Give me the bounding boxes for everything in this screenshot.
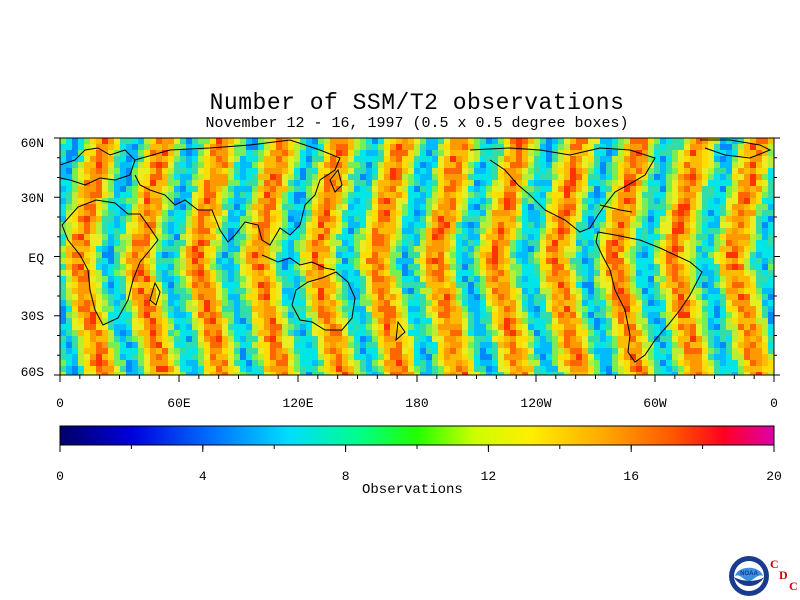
australia-coastline (291, 271, 356, 331)
map-title: Number of SSM/T2 observations (209, 90, 625, 116)
africa-coastline (61, 199, 159, 326)
greenland-coastline (700, 139, 772, 159)
map-subtitle: November 12 - 16, 1997 (0.5 x 0.5 degree… (205, 115, 629, 132)
cdc-letter-3: C (789, 579, 798, 593)
coastlines (60, 139, 772, 363)
lon-label: 120E (282, 396, 313, 411)
asia-coastline (134, 139, 341, 246)
lat-label: 60N (21, 136, 44, 151)
lon-label: 60W (643, 396, 667, 411)
colorbar-tick-label: 0 (56, 469, 64, 484)
colorbar-tick-label: 12 (481, 469, 497, 484)
lon-label: 0 (56, 396, 64, 411)
noaa-logo-text: NOAA (740, 571, 758, 577)
colorbar-tick-label: 4 (199, 469, 207, 484)
caribbean-coastline (599, 204, 633, 213)
noaa-logo-icon: NOAA (729, 556, 769, 596)
cdc-letter-1: C (770, 557, 779, 571)
lat-label: 30N (21, 191, 44, 206)
colorbar-label: Observations (362, 482, 463, 498)
lat-label: EQ (28, 251, 44, 266)
lon-label: 0 (770, 396, 778, 411)
lon-label: 120W (520, 396, 551, 411)
lon-label: 180 (405, 396, 428, 411)
lon-label: 60E (167, 396, 191, 411)
indonesia-coastline (261, 254, 336, 271)
south-america-coastline (595, 231, 703, 363)
madagascar-coastline (149, 281, 161, 306)
longitude-labels: 0 60E 120E 180 120W 60W 0 (56, 396, 778, 411)
colorbar-tick-label: 20 (766, 469, 782, 484)
cdc-letter-2: D (779, 568, 788, 582)
japan-coastline (329, 168, 343, 193)
colorbar-tick-label: 16 (623, 469, 639, 484)
lat-label: 60S (21, 365, 45, 380)
new-zealand-coastline (395, 320, 406, 342)
north-america-coastline (469, 147, 656, 233)
colorbar-tick-label: 8 (342, 469, 350, 484)
observation-field (60, 138, 774, 375)
lat-label: 30S (21, 309, 45, 324)
colorbar: 0 4 8 12 16 20 (56, 425, 782, 484)
latitude-labels: 60N 30N EQ 30S 60S (21, 136, 45, 380)
